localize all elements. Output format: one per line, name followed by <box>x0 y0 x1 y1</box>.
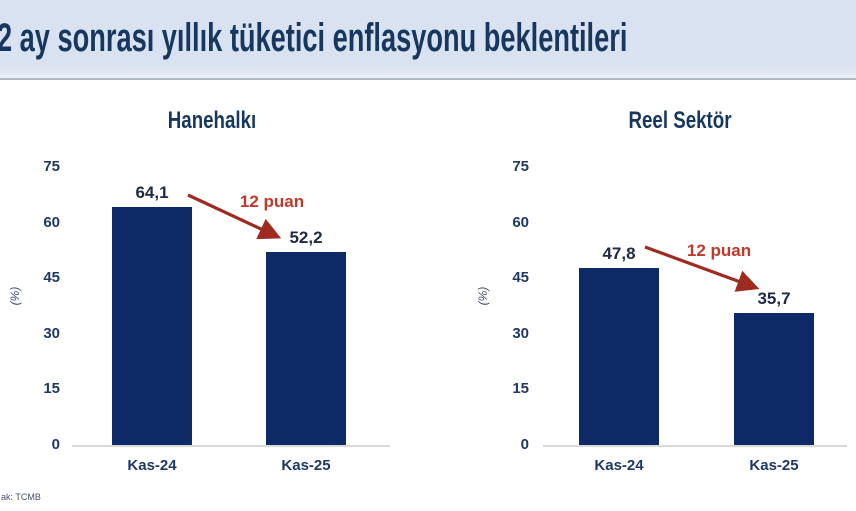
chart-title: Reel Sektör <box>628 107 732 134</box>
y-axis-unit-label: (%) <box>476 286 490 306</box>
bar-value-label: 52,2 <box>289 227 323 247</box>
bar-value-label: 47,8 <box>602 243 636 263</box>
bar-value-label: 64,1 <box>135 183 169 203</box>
x-axis-line <box>543 445 847 447</box>
y-tick-label: 60 <box>512 213 529 231</box>
y-tick-label: 0 <box>520 436 529 453</box>
decrease-annotation: 12 puan <box>239 192 305 211</box>
slide-title: 2 ay sonrası yıllık tüketici enflasyonu … <box>0 16 628 60</box>
slide-header: 2 ay sonrası yıllık tüketici enflasyonu … <box>0 0 856 80</box>
x-axis-line <box>72 445 390 447</box>
y-tick-label: 0 <box>51 436 60 453</box>
x-tick-label: Kas-24 <box>127 457 177 474</box>
chart-title: Hanehalkı <box>167 107 257 134</box>
decrease-annotation: 12 puan <box>686 241 752 260</box>
x-tick-label: Kas-25 <box>281 457 331 474</box>
source-note: ak: TCMB <box>1 492 41 502</box>
bar <box>734 312 814 445</box>
bar <box>266 251 346 445</box>
x-tick-label: Kas-24 <box>594 457 644 474</box>
bar-value-label: 35,7 <box>757 288 791 308</box>
bar <box>579 267 659 445</box>
y-tick-label: 75 <box>512 158 529 175</box>
y-tick-label: 30 <box>512 324 529 342</box>
y-tick-label: 15 <box>512 380 529 398</box>
y-tick-label: 45 <box>43 269 60 287</box>
x-tick-label: Kas-25 <box>749 457 799 474</box>
y-tick-label: 60 <box>43 213 60 231</box>
bar <box>112 207 192 445</box>
y-tick-label: 45 <box>512 269 529 287</box>
y-tick-label: 75 <box>43 158 60 175</box>
y-tick-label: 15 <box>43 380 60 398</box>
y-tick-label: 30 <box>43 324 60 342</box>
